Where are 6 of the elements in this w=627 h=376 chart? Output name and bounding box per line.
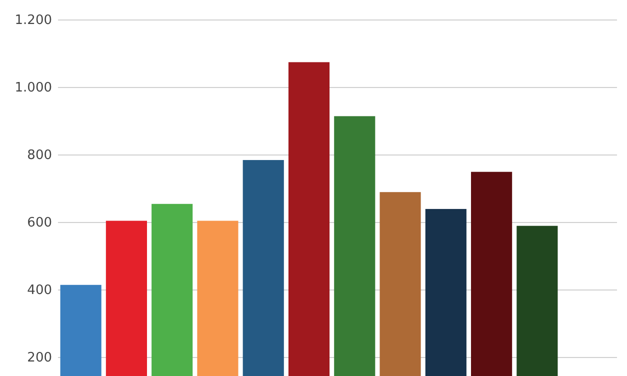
y-tick-label: 1.000	[14, 80, 52, 96]
y-tick-label: 400	[27, 283, 52, 298]
y-tick-label: 600	[27, 216, 52, 231]
y-tick-label: 200	[27, 350, 52, 366]
y-tick-label: 800	[27, 148, 52, 164]
y-tick-label: 1.200	[14, 13, 52, 28]
